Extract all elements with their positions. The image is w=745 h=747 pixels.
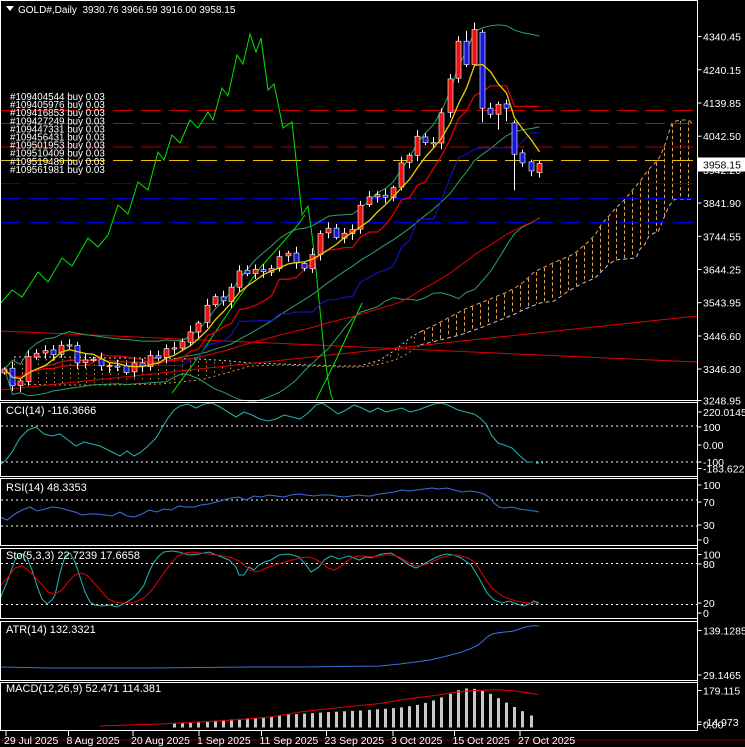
svg-text:29.1465: 29.1465 bbox=[703, 670, 741, 682]
svg-text:27 Oct 2025: 27 Oct 2025 bbox=[518, 735, 575, 747]
svg-text:3841.90: 3841.90 bbox=[703, 198, 741, 210]
svg-text:3248.95: 3248.95 bbox=[703, 396, 741, 408]
svg-text:3644.25: 3644.25 bbox=[703, 265, 741, 277]
svg-text:15 Oct 2025: 15 Oct 2025 bbox=[453, 735, 510, 747]
svg-text:100: 100 bbox=[703, 480, 721, 492]
svg-text:MACD(12,26,9) 52.471 114.381: MACD(12,26,9) 52.471 114.381 bbox=[6, 683, 161, 695]
svg-text:29 Jul 2025: 29 Jul 2025 bbox=[4, 735, 58, 747]
svg-text:-14.973: -14.973 bbox=[703, 717, 739, 729]
svg-text:20: 20 bbox=[703, 598, 715, 610]
svg-text:0.00: 0.00 bbox=[703, 440, 724, 452]
svg-text:#109456431 buy 0.03: #109456431 buy 0.03 bbox=[10, 133, 105, 144]
svg-text:#109510409 buy 0.03: #109510409 buy 0.03 bbox=[10, 149, 105, 160]
svg-text:CCI(14) -116.3666: CCI(14) -116.3666 bbox=[6, 405, 96, 417]
svg-text:3446.60: 3446.60 bbox=[703, 331, 741, 343]
svg-text:8 Aug 2025: 8 Aug 2025 bbox=[67, 735, 120, 747]
svg-text:20 Aug 2025: 20 Aug 2025 bbox=[131, 735, 190, 747]
svg-text:0.00: 0.00 bbox=[703, 720, 724, 732]
svg-text:RSI(14) 48.3353: RSI(14) 48.3353 bbox=[6, 482, 87, 494]
svg-text:#109427249 buy 0.03: #109427249 buy 0.03 bbox=[10, 116, 105, 127]
svg-text:4240.15: 4240.15 bbox=[703, 65, 741, 77]
svg-text:11 Sep 2025: 11 Sep 2025 bbox=[260, 735, 319, 747]
svg-text:4340.45: 4340.45 bbox=[703, 32, 741, 44]
svg-text:1 Sep 2025: 1 Sep 2025 bbox=[197, 735, 251, 747]
svg-text:3744.55: 3744.55 bbox=[703, 231, 741, 243]
svg-text:#109416853 buy 0.03: #109416853 buy 0.03 bbox=[10, 108, 105, 119]
svg-text:#109405976 buy 0.03: #109405976 buy 0.03 bbox=[10, 100, 105, 111]
svg-text:70: 70 bbox=[703, 497, 715, 509]
svg-text:#109447331 buy 0.03: #109447331 buy 0.03 bbox=[10, 124, 105, 135]
svg-text:3346.30: 3346.30 bbox=[703, 364, 741, 376]
svg-text:100: 100 bbox=[703, 550, 721, 562]
svg-text:3 Oct 2025: 3 Oct 2025 bbox=[391, 735, 443, 747]
svg-text:ATR(14) 132.3321: ATR(14) 132.3321 bbox=[6, 624, 96, 636]
svg-text:139.1285: 139.1285 bbox=[703, 626, 745, 638]
svg-text:3958.15: 3958.15 bbox=[703, 160, 741, 172]
svg-text:4042.50: 4042.50 bbox=[703, 131, 741, 143]
svg-text:#109519489 buy 0.03: #109519489 buy 0.03 bbox=[10, 157, 105, 168]
svg-text:30: 30 bbox=[703, 520, 715, 532]
svg-text:#109561981 buy 0.03: #109561981 buy 0.03 bbox=[10, 165, 105, 176]
svg-text:#109404544 buy 0.03: #109404544 buy 0.03 bbox=[10, 92, 105, 103]
svg-text:179.115: 179.115 bbox=[703, 686, 740, 698]
svg-text:80: 80 bbox=[703, 559, 715, 571]
svg-text:23 Sep 2025: 23 Sep 2025 bbox=[325, 735, 385, 747]
svg-text:4139.85: 4139.85 bbox=[703, 98, 741, 110]
svg-text:#109501953 buy 0.03: #109501953 buy 0.03 bbox=[10, 141, 105, 152]
svg-text:-183.6227: -183.6227 bbox=[703, 464, 745, 476]
svg-text:220.0145: 220.0145 bbox=[703, 407, 745, 419]
svg-text:100: 100 bbox=[703, 422, 721, 434]
svg-text:Sto(5,3,3) 22.7239 17.6658: Sto(5,3,3) 22.7239 17.6658 bbox=[6, 550, 140, 562]
svg-text:3543.95: 3543.95 bbox=[703, 298, 741, 310]
svg-text:0: 0 bbox=[703, 608, 709, 620]
svg-text:-100: -100 bbox=[703, 457, 724, 469]
svg-text:GOLD#,Daily 3930.76 3966.59 3: GOLD#,Daily 3930.76 3966.59 3916.00 3958… bbox=[18, 5, 236, 16]
svg-text:0: 0 bbox=[703, 535, 709, 547]
